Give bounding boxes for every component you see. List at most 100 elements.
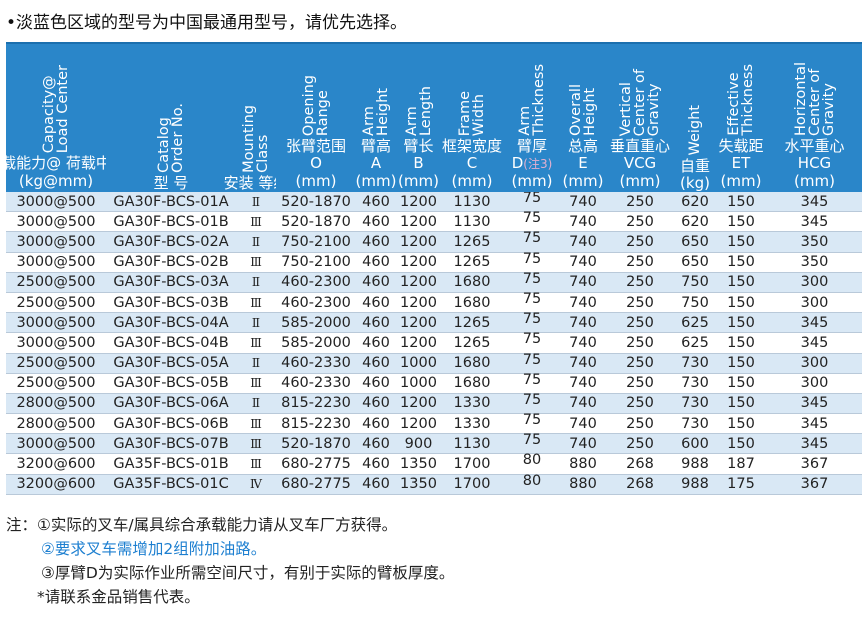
table-cell: GA30F-BCS-01B <box>106 211 236 233</box>
table-cell: 2500@500 <box>6 373 106 394</box>
table-cell: 300 <box>767 373 862 394</box>
table-cell: 75 <box>503 251 561 273</box>
table-cell: 75 <box>503 393 561 415</box>
table-cell: 367 <box>767 474 862 495</box>
table-cell: 460 <box>356 433 396 455</box>
table-cell: 1200 <box>396 231 441 253</box>
table-cell: Ⅲ <box>236 453 276 475</box>
header-chinese-label: 型 号 <box>153 174 189 192</box>
table-row: 3000@500 GA30F-BCS-04B Ⅲ 585-2000 460 1200 126… <box>6 332 862 354</box>
header-chinese-label: 承载能力@ 荷载中心 <box>0 154 126 172</box>
header-unit: (mm) <box>295 172 337 190</box>
header-chinese-label: 臂厚 <box>516 137 547 155</box>
table-cell: 740 <box>561 231 605 253</box>
header-symbol: B <box>413 154 424 172</box>
table-cell: 815-2230 <box>276 413 356 435</box>
table-cell: 1130 <box>441 433 503 455</box>
table-cell: 1200 <box>396 211 441 233</box>
table-cell: 75 <box>503 352 561 374</box>
note-3: ③厚臂D为实际作业所需空间尺寸，有别于实际的臂板厚度。 <box>41 564 455 582</box>
table-cell: 1200 <box>396 292 441 314</box>
table-cell: 1265 <box>441 332 503 354</box>
header-unit: (mm) <box>619 172 661 190</box>
table-cell: 460-2300 <box>276 292 356 314</box>
table-cell: 740 <box>561 292 605 314</box>
table-cell: 150 <box>715 433 767 455</box>
table-row: 3000@500 GA30F-BCS-04A Ⅱ 585-2000 460 1200 126… <box>6 312 862 334</box>
table-cell: 730 <box>675 353 715 374</box>
table-cell: 460-2330 <box>276 353 356 374</box>
table-cell: Ⅱ <box>236 353 276 374</box>
table-cell: 3000@500 <box>6 332 106 354</box>
column-header-8: Overall Height 总高 E (mm) <box>561 42 605 192</box>
table-cell: 350 <box>767 231 862 253</box>
table-cell: 880 <box>561 453 605 475</box>
table-row: 3000@500 GA30F-BCS-02A Ⅱ 750-2100 460 1200 126… <box>6 231 862 253</box>
table-cell: 187 <box>715 453 767 475</box>
table-cell: 740 <box>561 413 605 435</box>
table-cell: 650 <box>675 252 715 273</box>
table-cell: 345 <box>767 413 862 435</box>
table-cell: Ⅱ <box>236 231 276 253</box>
table-cell: 1330 <box>441 413 503 435</box>
table-cell: 3000@500 <box>6 211 106 233</box>
table-cell: 345 <box>767 211 862 233</box>
table-cell: GA30F-BCS-03A <box>106 272 236 293</box>
table-row: 3000@500 GA30F-BCS-01B Ⅲ 520-1870 460 1200 113… <box>6 211 862 233</box>
table-cell: Ⅱ <box>236 192 276 213</box>
table-cell: 880 <box>561 474 605 495</box>
header-chinese-label: 失载距 <box>718 137 764 155</box>
table-cell: Ⅲ <box>236 433 276 455</box>
header-unit: (kg@mm) <box>18 172 94 190</box>
table-cell: 1700 <box>441 453 503 475</box>
table-cell: GA30F-BCS-04B <box>106 332 236 354</box>
table-cell: 750 <box>675 292 715 314</box>
table-cell: 1680 <box>441 353 503 374</box>
table-cell: 900 <box>396 433 441 455</box>
header-chinese-label: 张臂范围 <box>285 137 346 155</box>
table-cell: 460 <box>356 474 396 495</box>
note-1: 注：①实际的叉车/属具综合承载能力请从叉车厂方获得。 <box>6 516 398 534</box>
header-symbol: ET <box>731 154 751 172</box>
table-cell: 250 <box>605 231 675 253</box>
table-cell: 1000 <box>396 373 441 394</box>
table-cell: 520-1870 <box>276 211 356 233</box>
table-cell: 150 <box>715 353 767 374</box>
table-cell: 1680 <box>441 292 503 314</box>
table-cell: 250 <box>605 353 675 374</box>
table-cell: 730 <box>675 393 715 415</box>
header-unit: (mm) <box>451 172 493 190</box>
spec-table-wrapper: Capacity@ Load Center 承载能力@ 荷载中心 (kg@mm) Ca… <box>0 42 862 495</box>
table-cell: 150 <box>715 272 767 293</box>
header-english-label: Capacity@ Load Center <box>41 64 71 153</box>
table-cell: 75 <box>503 413 561 435</box>
table-cell: GA35F-BCS-01B <box>106 453 236 475</box>
header-unit: (mm) <box>398 172 439 190</box>
table-cell: Ⅱ <box>236 312 276 334</box>
table-row: 3200@600 GA35F-BCS-01C Ⅳ 680-2775 460 1350 170… <box>6 473 862 495</box>
table-cell: 150 <box>715 393 767 415</box>
table-cell: GA30F-BCS-04A <box>106 312 236 334</box>
table-cell: 1330 <box>441 393 503 415</box>
table-cell: 150 <box>715 192 767 213</box>
table-cell: 740 <box>561 211 605 233</box>
table-cell: 2800@500 <box>6 413 106 435</box>
table-cell: 300 <box>767 292 862 314</box>
table-cell: 250 <box>605 252 675 273</box>
table-cell: GA30F-BCS-01A <box>106 192 236 213</box>
table-cell: 988 <box>675 474 715 495</box>
table-cell: 75 <box>503 271 561 293</box>
table-cell: 740 <box>561 272 605 293</box>
table-cell: 740 <box>561 252 605 273</box>
table-cell: 730 <box>675 413 715 435</box>
table-cell: 740 <box>561 393 605 415</box>
table-cell: 1000 <box>396 353 441 374</box>
table-cell: 268 <box>605 474 675 495</box>
table-cell: 585-2000 <box>276 312 356 334</box>
table-cell: 75 <box>503 312 561 334</box>
table-cell: 250 <box>605 373 675 394</box>
table-cell: 740 <box>561 312 605 334</box>
table-cell: 367 <box>767 453 862 475</box>
header-unit: (mm) <box>562 172 604 190</box>
header-symbol: (kg) <box>680 174 710 192</box>
